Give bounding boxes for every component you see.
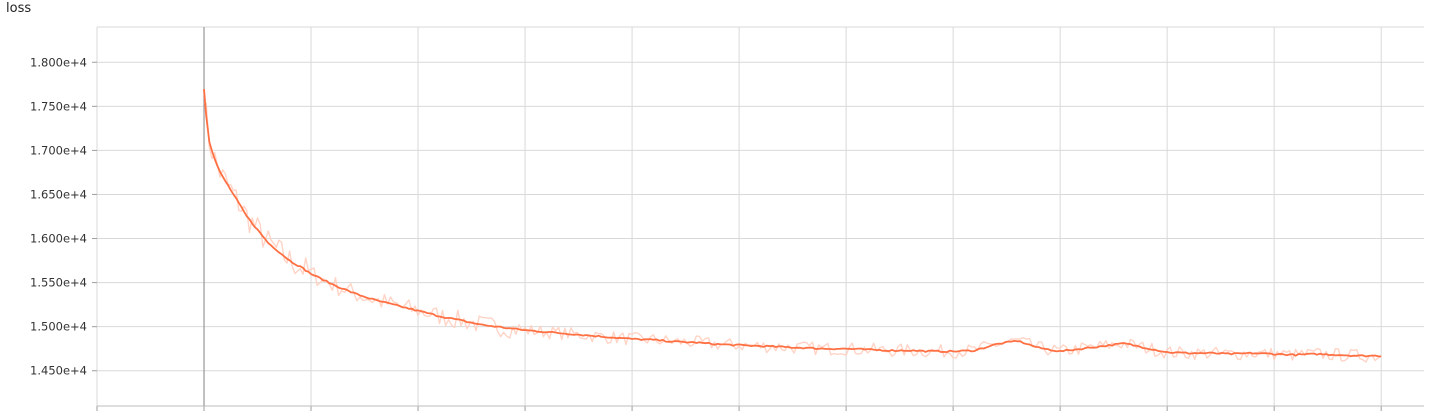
y-tick-label: 1.750e+4 [30, 99, 87, 113]
y-tick-label: 1.650e+4 [30, 187, 87, 201]
y-tick-label: 1.450e+4 [30, 364, 87, 378]
y-tick-label: 1.500e+4 [30, 320, 87, 334]
raw-loss-line [203, 102, 1382, 363]
y-tick-label: 1.700e+4 [30, 143, 87, 157]
grid-layer [96, 26, 1424, 406]
smoothed-series-layer [203, 88, 1382, 358]
y-tick-label: 1.550e+4 [30, 276, 87, 290]
smoothed-loss-line [203, 89, 1382, 358]
y-tick-label: 1.800e+4 [30, 55, 87, 69]
chart-title: loss [6, 1, 32, 16]
raw-series-layer [203, 102, 1382, 363]
y-axis: 1.800e+4 1.750e+4 1.700e+4 1.650e+4 1.600e+4… [30, 55, 97, 378]
y-tick-label: 1.600e+4 [30, 232, 87, 246]
